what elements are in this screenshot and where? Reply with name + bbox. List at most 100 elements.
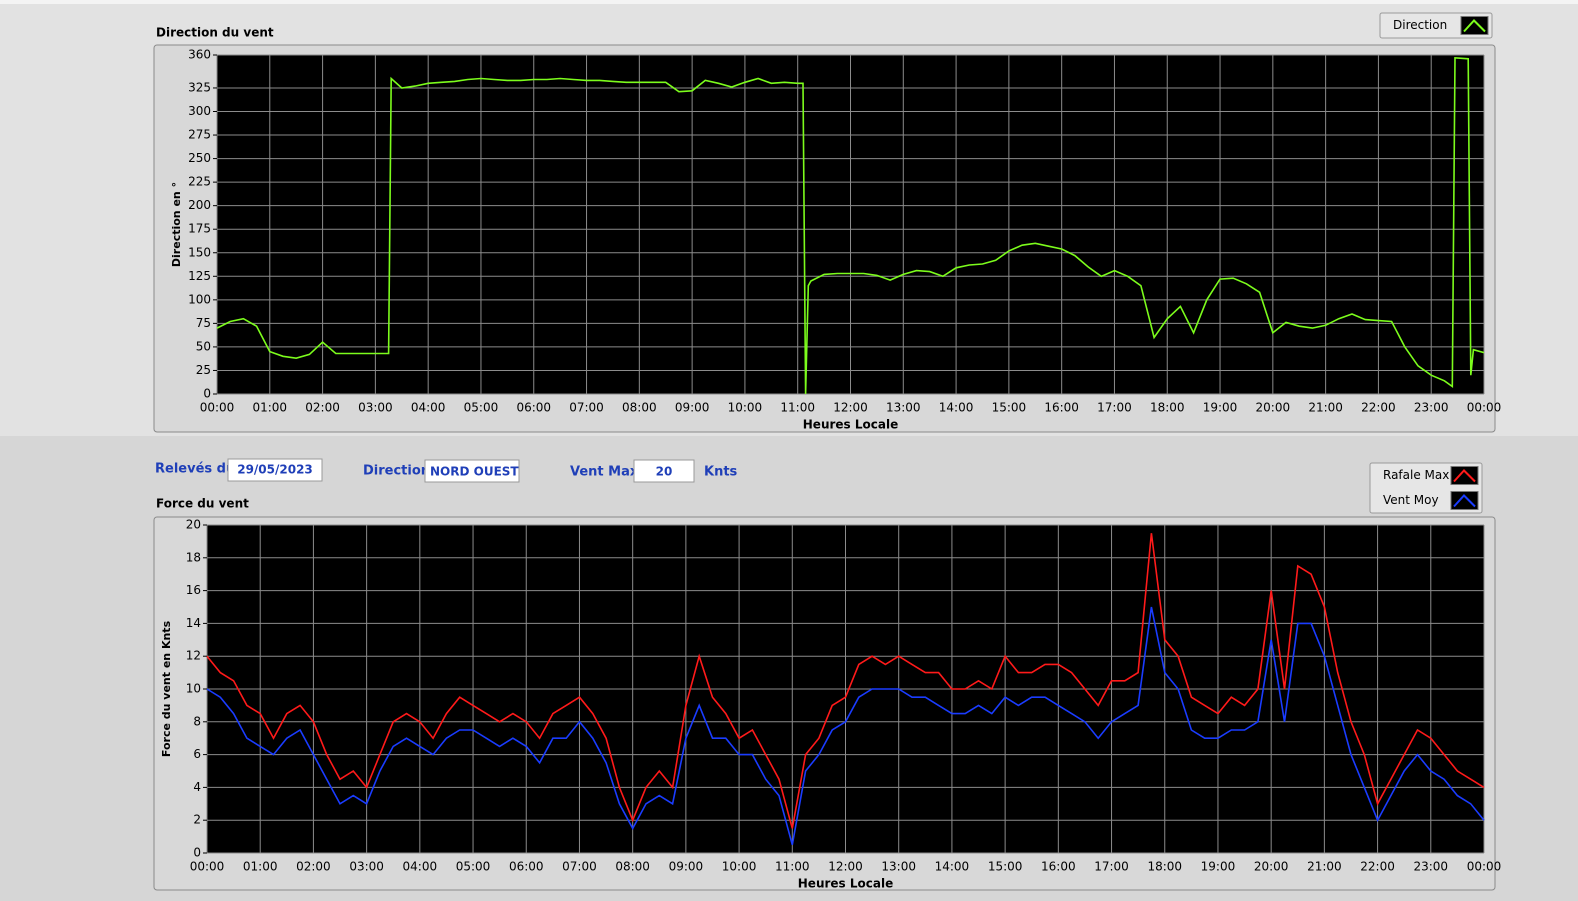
y-axis-label: Direction en ° — [170, 182, 183, 267]
x-tick-label: 21:00 — [1307, 860, 1342, 874]
x-tick-label: 08:00 — [615, 860, 650, 874]
y-tick-label: 250 — [188, 151, 211, 165]
x-tick-label: 15:00 — [992, 401, 1027, 415]
y-tick-label: 0 — [203, 387, 211, 401]
y-tick-label: 325 — [188, 80, 211, 94]
x-tick-label: 16:00 — [1044, 401, 1079, 415]
y-axis-label: Force du vent en Knts — [160, 620, 173, 757]
x-tick-label: 01:00 — [252, 401, 287, 415]
x-tick-label: 14:00 — [935, 860, 970, 874]
date-label: Relevés du — [155, 462, 235, 477]
x-tick-label: 13:00 — [886, 401, 921, 415]
y-tick-label: 12 — [186, 649, 201, 663]
y-tick-label: 20 — [186, 518, 201, 532]
x-tick-label: 00:00 — [1467, 401, 1502, 415]
x-tick-label: 08:00 — [622, 401, 657, 415]
x-tick-label: 00:00 — [190, 860, 225, 874]
x-tick-label: 17:00 — [1097, 401, 1132, 415]
y-tick-label: 10 — [186, 682, 201, 696]
x-tick-label: 18:00 — [1147, 860, 1182, 874]
y-tick-label: 225 — [188, 175, 211, 189]
data-line — [206, 606, 1485, 846]
x-tick-label: 19:00 — [1201, 860, 1236, 874]
x-tick-label: 01:00 — [243, 860, 278, 874]
y-tick-label: 75 — [196, 316, 211, 330]
x-tick-label: 10:00 — [722, 860, 757, 874]
date-field[interactable] — [227, 458, 323, 482]
chart-title: Force du vent — [156, 497, 249, 511]
x-tick-label: 22:00 — [1360, 860, 1395, 874]
y-tick-label: 8 — [193, 714, 201, 728]
direction-value: NORD OUEST — [430, 465, 519, 479]
x-tick-label: 14:00 — [939, 401, 974, 415]
date-value: 29/05/2023 — [237, 463, 313, 477]
legend-icon — [1463, 19, 1486, 33]
x-tick-label: 10:00 — [728, 401, 763, 415]
vent-max-field[interactable] — [633, 459, 695, 483]
legend-label: Vent Moy — [1383, 493, 1439, 507]
y-tick-label: 150 — [188, 245, 211, 259]
direction-field[interactable] — [424, 459, 520, 483]
y-tick-label: 0 — [193, 846, 201, 860]
y-tick-label: 4 — [193, 780, 201, 794]
vent-max-value: 20 — [656, 465, 673, 479]
x-tick-label: 18:00 — [1150, 401, 1185, 415]
x-tick-label: 20:00 — [1254, 860, 1289, 874]
x-tick-label: 11:00 — [775, 860, 810, 874]
chart-title: Direction du vent — [156, 26, 274, 40]
y-tick-label: 16 — [186, 583, 201, 597]
x-tick-label: 13:00 — [881, 860, 916, 874]
y-tick-label: 2 — [193, 813, 201, 827]
x-tick-label: 02:00 — [305, 401, 340, 415]
legend-icon — [1453, 469, 1476, 483]
x-tick-label: 06:00 — [516, 401, 551, 415]
y-tick-label: 300 — [188, 104, 211, 118]
y-tick-label: 14 — [186, 616, 201, 630]
x-tick-label: 22:00 — [1361, 401, 1396, 415]
x-tick-label: 12:00 — [833, 401, 868, 415]
x-tick-label: 00:00 — [200, 401, 235, 415]
legend-swatch — [1450, 466, 1479, 485]
y-tick-label: 18 — [186, 550, 201, 564]
y-tick-label: 6 — [193, 747, 201, 761]
x-tick-label: 12:00 — [828, 860, 863, 874]
legend-label: Direction — [1393, 18, 1447, 32]
legend-label: Rafale Max — [1383, 468, 1449, 482]
x-tick-label: 06:00 — [509, 860, 544, 874]
vent-max-label: Vent Max — [570, 465, 639, 480]
x-tick-label: 23:00 — [1414, 401, 1449, 415]
y-tick-label: 50 — [196, 339, 211, 353]
y-tick-label: 200 — [188, 198, 211, 212]
x-tick-label: 23:00 — [1413, 860, 1448, 874]
x-tick-label: 05:00 — [456, 860, 491, 874]
x-tick-label: 05:00 — [464, 401, 499, 415]
x-tick-label: 04:00 — [403, 860, 438, 874]
top-edge — [0, 0, 1578, 4]
x-tick-label: 11:00 — [780, 401, 815, 415]
x-tick-label: 02:00 — [296, 860, 331, 874]
y-tick-label: 175 — [188, 222, 211, 236]
unit-label: Knts — [704, 465, 738, 480]
x-tick-label: 17:00 — [1094, 860, 1129, 874]
x-tick-label: 21:00 — [1308, 401, 1343, 415]
y-tick-label: 25 — [196, 363, 211, 377]
y-tick-label: 125 — [188, 269, 211, 283]
data-line — [216, 56, 1485, 395]
x-axis-label: Heures Locale — [803, 418, 898, 432]
direction-label: Direction — [363, 464, 430, 479]
x-tick-label: 16:00 — [1041, 860, 1076, 874]
x-tick-label: 03:00 — [358, 401, 393, 415]
legend-swatch — [1460, 16, 1489, 35]
x-tick-label: 07:00 — [562, 860, 597, 874]
y-tick-label: 275 — [188, 128, 211, 142]
x-tick-label: 07:00 — [569, 401, 604, 415]
legend-swatch — [1450, 491, 1479, 510]
data-line — [206, 533, 1485, 829]
x-tick-label: 04:00 — [411, 401, 446, 415]
x-tick-label: 19:00 — [1203, 401, 1238, 415]
legend-icon — [1453, 494, 1476, 508]
x-tick-label: 15:00 — [988, 860, 1023, 874]
y-tick-label: 360 — [188, 48, 211, 62]
x-tick-label: 20:00 — [1256, 401, 1291, 415]
